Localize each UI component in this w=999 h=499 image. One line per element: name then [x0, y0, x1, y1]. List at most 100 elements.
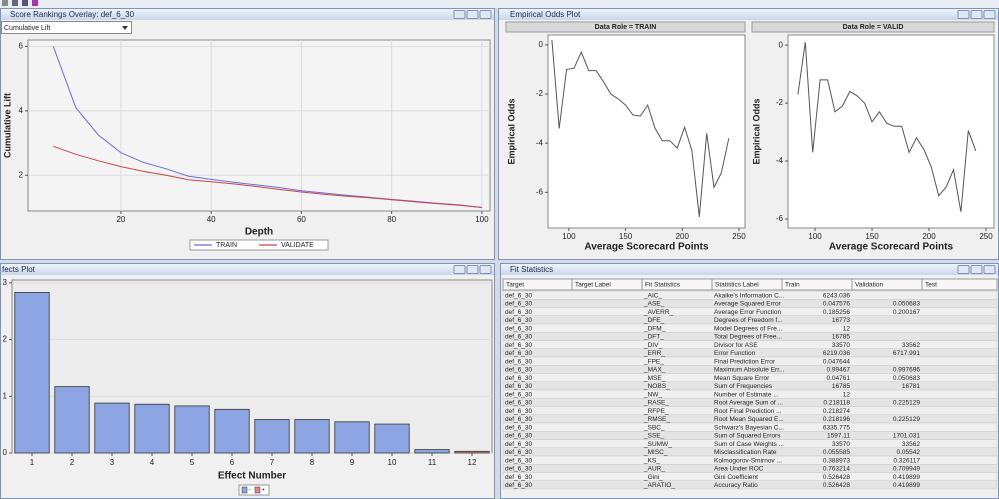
table-cell: _RFPE_: [643, 408, 669, 415]
y-tick-label: -4: [776, 156, 784, 165]
table-cell: _MAX_: [643, 367, 666, 374]
window-button[interactable]: [983, 10, 996, 19]
table-cell: 33562: [902, 342, 920, 349]
legend-swatch: [241, 486, 248, 494]
x-tick-label: 20: [116, 215, 125, 224]
window-title: Score Rankings Overlay: def_6_30: [10, 10, 135, 19]
table-cell: 6335.775: [823, 424, 850, 431]
y-tick-label: -4: [536, 138, 544, 147]
window-button[interactable]: [479, 265, 492, 274]
table-cell: def_6_30: [505, 358, 532, 365]
table-cell: _Gini_: [643, 474, 663, 481]
table-cell: 0.055585: [823, 449, 850, 456]
x-tick-label: 100: [808, 232, 822, 241]
legend-label: TRAIN: [216, 242, 237, 249]
window-button[interactable]: [957, 265, 970, 274]
table-cell: _DFM_: [643, 325, 666, 332]
table-cell: Number of Estimate ...: [714, 391, 779, 398]
x-tick-label: 10: [388, 458, 397, 467]
window-button[interactable]: [970, 10, 983, 19]
chart-subtitle: Data Role = TRAIN: [595, 24, 657, 31]
window-button[interactable]: [957, 10, 970, 19]
column-header: Train: [785, 282, 800, 289]
table-cell: _SUMW_: [643, 441, 672, 448]
x-tick-label: 5: [190, 458, 195, 467]
legend-label: -: [249, 488, 251, 494]
table-cell: 12: [843, 391, 851, 398]
table-cell: def_6_30: [505, 292, 532, 299]
bar: [214, 408, 250, 454]
chart-subtitle: Data Role = VALID: [843, 24, 904, 31]
toolbar-icon[interactable]: [2, 0, 8, 6]
table-cell: 33570: [832, 441, 850, 448]
table-cell: Area Under ROC: [714, 466, 764, 473]
table-cell: 0.526428: [823, 474, 850, 481]
table-cell: def_6_30: [505, 367, 532, 374]
toolbar-icon[interactable]: [32, 0, 38, 6]
table-cell: def_6_30: [505, 301, 532, 308]
table-cell: 0.200167: [893, 309, 920, 316]
toolbar-icon[interactable]: [22, 0, 28, 6]
window-button[interactable]: [466, 10, 479, 19]
x-tick-label: 11: [428, 458, 437, 467]
data-line: [797, 42, 977, 212]
table-cell: _SSE_: [643, 433, 665, 440]
x-axis-label: Average Scorecard Points: [584, 242, 709, 253]
table-cell: 33570: [832, 342, 850, 349]
table-cell: Mean Square Error: [714, 375, 770, 382]
window-button[interactable]: [970, 265, 983, 274]
table-cell: def_6_30: [505, 375, 532, 382]
table-cell: 0.763214: [823, 466, 850, 473]
x-axis-label: Average Scorecard Points: [829, 242, 954, 253]
dropdown[interactable]: [1, 21, 132, 34]
table-cell: 0.526428: [823, 482, 850, 489]
plot-area: [11, 279, 493, 454]
table-cell: Root Average Sum of ...: [714, 400, 783, 407]
table-cell: _AUR_: [643, 466, 665, 473]
y-tick-label: -6: [536, 187, 544, 196]
data-line: [551, 39, 730, 217]
y-tick-label: -2: [776, 98, 784, 107]
table-cell: 0.99467: [827, 367, 851, 374]
table-cell: _MSE_: [643, 375, 666, 382]
y-tick-label: 0: [539, 40, 544, 49]
bar: [174, 405, 210, 454]
table-cell: 0.388973: [823, 457, 850, 464]
x-tick-label: 8: [310, 458, 315, 467]
table-cell: Total Degrees of Free...: [714, 334, 782, 341]
window-button[interactable]: [453, 10, 466, 19]
table-cell: 16785: [832, 383, 850, 390]
table-cell: _AVERR_: [643, 309, 674, 316]
table-cell: 1701.031: [893, 433, 920, 440]
table-cell: Final Prediction Error: [714, 358, 776, 365]
table-cell: 0.419899: [893, 482, 920, 489]
table-cell: def_6_30: [505, 400, 532, 407]
window-button[interactable]: [479, 10, 492, 19]
plot-area: [27, 39, 491, 212]
y-tick-label: 2: [19, 170, 24, 179]
table-cell: Divisor for ASE: [714, 342, 758, 349]
column-header: Test: [925, 282, 937, 289]
bar: [454, 450, 490, 454]
table-row: [502, 480, 998, 490]
window-button[interactable]: [466, 265, 479, 274]
table-cell: Accuracy Ratio: [714, 482, 758, 489]
table-cell: Misclassification Rate: [714, 449, 777, 456]
table-cell: def_6_30: [505, 474, 532, 481]
table-cell: _ARATIO_: [643, 482, 675, 489]
column-header: Target: [506, 282, 524, 289]
table-cell: 1597.11: [827, 433, 850, 440]
table-cell: _FPE_: [643, 358, 664, 365]
toolbar-icon[interactable]: [12, 0, 18, 6]
table-cell: def_6_30: [505, 350, 532, 357]
table-cell: 16781: [902, 383, 920, 390]
column-header: Target Label: [575, 282, 611, 289]
table-cell: 0.326117: [893, 457, 920, 464]
table-cell: 0.218274: [823, 408, 850, 415]
y-axis-label: Empirical Odds: [506, 98, 516, 164]
table-cell: 6219.036: [823, 350, 850, 357]
window-button[interactable]: [453, 265, 466, 274]
x-tick-label: 150: [865, 232, 879, 241]
x-tick-label: 7: [270, 458, 275, 467]
window-button[interactable]: [983, 265, 996, 274]
